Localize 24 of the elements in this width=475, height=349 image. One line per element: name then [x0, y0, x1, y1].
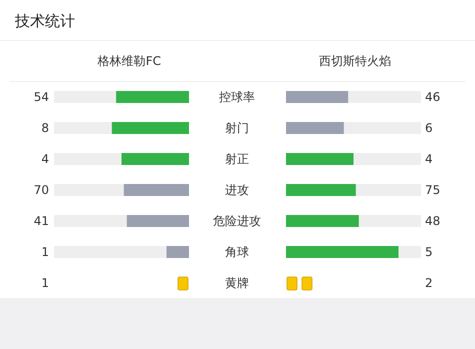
data-label: 70 — [34, 183, 49, 197]
category-label: 控球率 — [219, 90, 255, 104]
category-label: 射正 — [225, 152, 249, 166]
data-label: 48 — [425, 214, 440, 228]
data-label: 4 — [41, 152, 49, 166]
data-label: 54 — [34, 90, 49, 104]
data-label: 75 — [425, 183, 440, 197]
text: 技术统计 — [14, 12, 75, 30]
category-label: 黄牌 — [225, 276, 249, 290]
text: 西切斯特火焰 — [319, 54, 391, 68]
category-label: 危险进攻 — [213, 214, 261, 228]
data-label: 46 — [425, 90, 440, 104]
data-label: 6 — [425, 121, 433, 135]
data-label: 5 — [425, 245, 433, 259]
data-label: 1 — [41, 276, 49, 290]
category-label: 进攻 — [225, 183, 249, 197]
category-label: 射门 — [225, 121, 249, 135]
data-label: 41 — [34, 214, 49, 228]
data-label: 1 — [41, 245, 49, 259]
data-label: 8 — [41, 121, 49, 135]
category-label: 角球 — [225, 245, 249, 259]
data-label: 4 — [425, 152, 433, 166]
text: 格林维勒FC — [96, 54, 161, 68]
data-label: 2 — [425, 276, 433, 290]
